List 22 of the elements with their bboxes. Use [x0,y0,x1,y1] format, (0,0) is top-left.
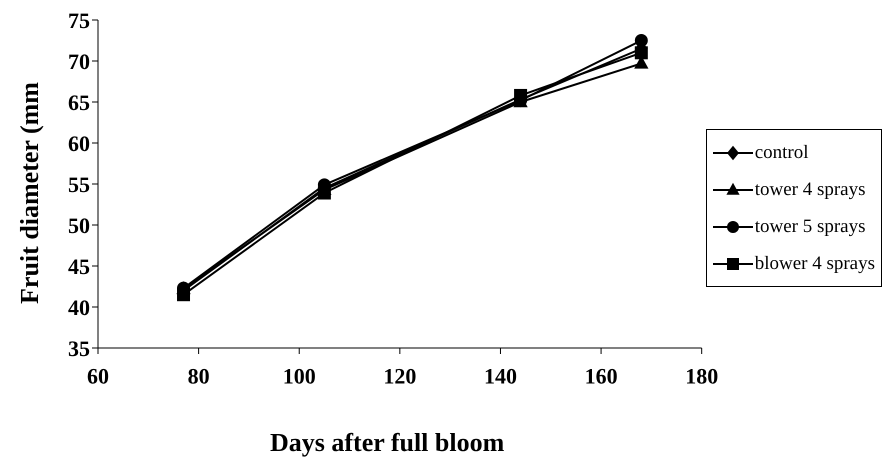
y-tick-label: 50 [68,212,90,238]
legend-label: blower 4 sprays [754,252,875,274]
x-tick-label: 60 [87,364,109,389]
x-tick-label: 100 [282,364,316,389]
x-tick-label: 120 [383,364,416,389]
y-tick-label: 55 [68,172,90,197]
y-tick-label: 45 [68,254,90,279]
x-axis-title: Days after full bloom [270,428,504,458]
y-tick-label: 60 [68,130,90,156]
y-tick-label: 75 [68,8,90,33]
y-tick-label: 40 [68,294,90,320]
x-tick-label: 80 [188,364,210,389]
legend-label: control [754,142,809,164]
legend-label: tower 5 sprays [754,216,866,238]
x-tick-label: 140 [484,364,517,389]
y-tick-label: 35 [68,336,90,361]
legend-label: tower 4 sprays [754,178,866,200]
y-tick-label: 70 [68,48,90,74]
y-tick-label: 65 [68,90,90,115]
y-axis-title: Fruit diameter (mm [15,82,45,304]
x-tick-label: 180 [685,364,718,389]
x-tick-label: 160 [584,364,618,389]
